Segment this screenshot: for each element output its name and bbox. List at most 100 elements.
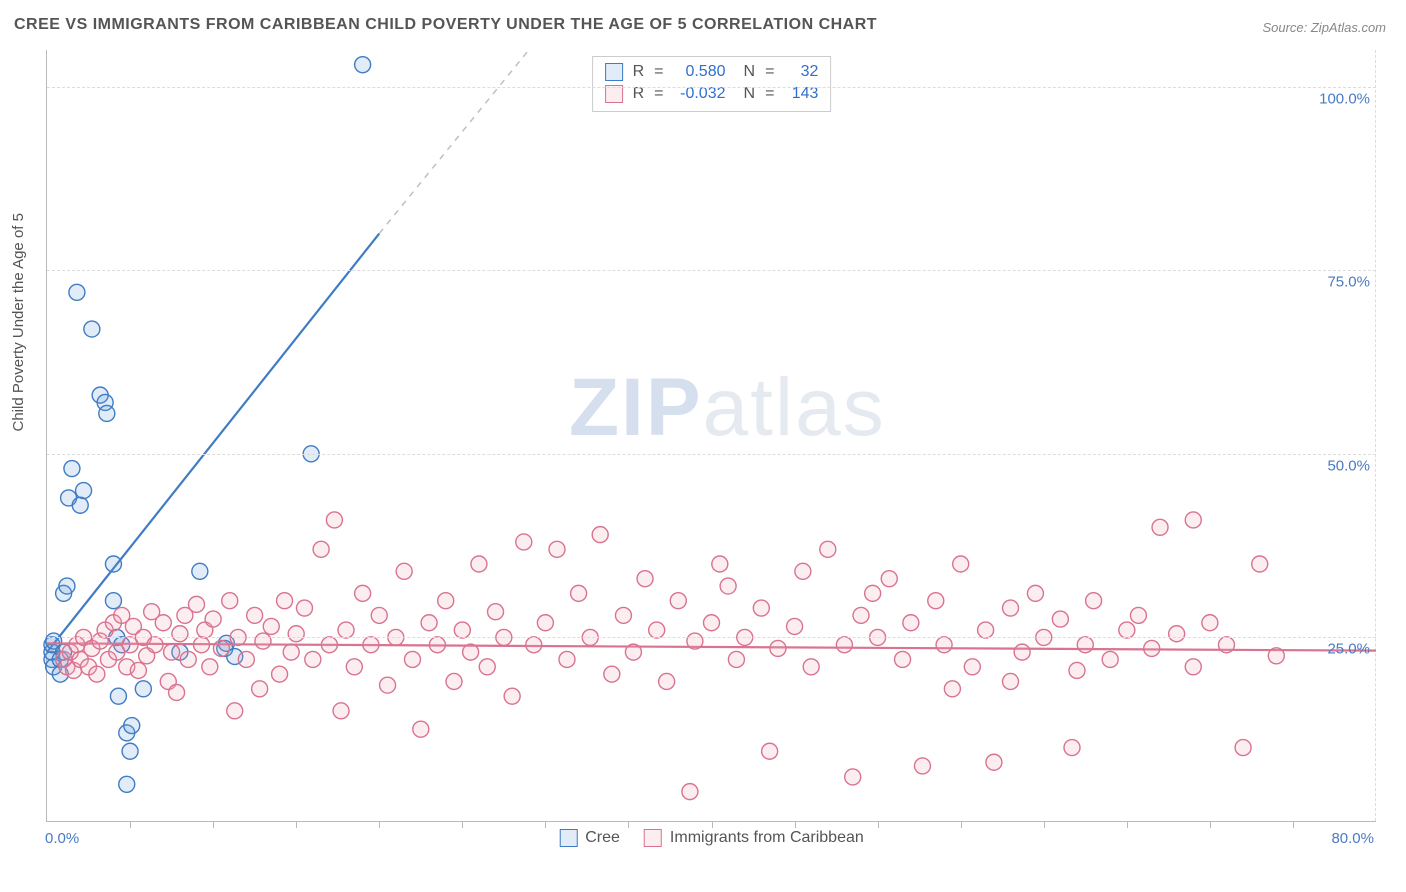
point-caribbean — [205, 611, 221, 627]
chart-container: CREE VS IMMIGRANTS FROM CARIBBEAN CHILD … — [0, 0, 1406, 892]
point-caribbean — [346, 659, 362, 675]
y-tick-label: 75.0% — [1327, 274, 1370, 291]
point-caribbean — [338, 622, 354, 638]
stats-R-label: R — [633, 61, 645, 83]
point-caribbean — [682, 784, 698, 800]
point-caribbean — [820, 541, 836, 557]
stats-N-value: 32 — [782, 61, 818, 83]
point-caribbean — [169, 685, 185, 701]
stats-swatch — [605, 63, 623, 81]
point-caribbean — [670, 593, 686, 609]
point-caribbean — [1130, 607, 1146, 623]
point-caribbean — [1086, 593, 1102, 609]
point-cree — [105, 556, 121, 572]
point-caribbean — [1218, 637, 1234, 653]
point-caribbean — [446, 673, 462, 689]
x-tick — [462, 821, 463, 828]
point-caribbean — [1052, 611, 1068, 627]
point-caribbean — [413, 721, 429, 737]
gridline-h — [47, 637, 1376, 638]
point-caribbean — [438, 593, 454, 609]
point-cree — [122, 743, 138, 759]
point-caribbean — [371, 607, 387, 623]
x-tick — [712, 821, 713, 828]
legend-label: Immigrants from Caribbean — [670, 829, 864, 847]
point-caribbean — [180, 651, 196, 667]
point-caribbean — [1014, 644, 1030, 660]
point-cree — [76, 483, 92, 499]
point-caribbean — [89, 666, 105, 682]
point-caribbean — [1202, 615, 1218, 631]
point-cree — [135, 681, 151, 697]
point-caribbean — [1235, 740, 1251, 756]
point-caribbean — [687, 633, 703, 649]
point-caribbean — [363, 637, 379, 653]
point-caribbean — [795, 563, 811, 579]
point-caribbean — [1102, 651, 1118, 667]
svg-layer — [47, 50, 1376, 821]
point-caribbean — [252, 681, 268, 697]
point-caribbean — [914, 758, 930, 774]
point-caribbean — [964, 659, 980, 675]
point-cree — [72, 497, 88, 513]
point-caribbean — [164, 644, 180, 660]
x-tick — [795, 821, 796, 828]
point-caribbean — [720, 578, 736, 594]
point-caribbean — [1169, 626, 1185, 642]
point-caribbean — [537, 615, 553, 631]
point-caribbean — [986, 754, 1002, 770]
point-caribbean — [559, 651, 575, 667]
point-caribbean — [516, 534, 532, 550]
regression-line-caribbean — [47, 643, 1376, 650]
y-axis-title: Child Poverty Under the Age of 5 — [10, 213, 27, 431]
chart-title: CREE VS IMMIGRANTS FROM CARIBBEAN CHILD … — [14, 16, 877, 34]
point-caribbean — [429, 637, 445, 653]
source-label: Source: ZipAtlas.com — [1262, 20, 1386, 35]
legend-label: Cree — [585, 829, 620, 847]
point-caribbean — [479, 659, 495, 675]
point-caribbean — [189, 596, 205, 612]
gridline-h — [47, 270, 1376, 271]
x-tick — [628, 821, 629, 828]
point-caribbean — [404, 651, 420, 667]
point-cree — [124, 718, 140, 734]
point-caribbean — [845, 769, 861, 785]
point-caribbean — [649, 622, 665, 638]
point-caribbean — [1144, 640, 1160, 656]
point-caribbean — [637, 571, 653, 587]
point-cree — [59, 578, 75, 594]
point-caribbean — [227, 703, 243, 719]
point-caribbean — [1003, 673, 1019, 689]
point-caribbean — [1185, 512, 1201, 528]
point-caribbean — [836, 637, 852, 653]
point-caribbean — [471, 556, 487, 572]
point-caribbean — [305, 651, 321, 667]
point-caribbean — [1003, 600, 1019, 616]
point-caribbean — [1185, 659, 1201, 675]
point-caribbean — [704, 615, 720, 631]
point-cree — [110, 688, 126, 704]
regression-dash-cree — [379, 50, 529, 234]
point-caribbean — [321, 637, 337, 653]
x-tick — [1293, 821, 1294, 828]
point-caribbean — [1077, 637, 1093, 653]
stats-eq: = — [765, 61, 774, 83]
point-cree — [105, 593, 121, 609]
point-caribbean — [526, 637, 542, 653]
x-tick — [296, 821, 297, 828]
stats-box: R=0.580N=32R=-0.032N=143 — [592, 56, 832, 112]
point-caribbean — [263, 618, 279, 634]
point-caribbean — [454, 622, 470, 638]
point-caribbean — [895, 651, 911, 667]
point-caribbean — [571, 585, 587, 601]
point-caribbean — [903, 615, 919, 631]
point-caribbean — [193, 637, 209, 653]
x-tick — [379, 821, 380, 828]
point-caribbean — [202, 659, 218, 675]
stats-row-cree: R=0.580N=32 — [605, 61, 819, 83]
stats-R-value: 0.580 — [672, 61, 726, 83]
point-caribbean — [333, 703, 349, 719]
x-tick — [878, 821, 879, 828]
y-tick-label: 50.0% — [1327, 457, 1370, 474]
point-caribbean — [1119, 622, 1135, 638]
